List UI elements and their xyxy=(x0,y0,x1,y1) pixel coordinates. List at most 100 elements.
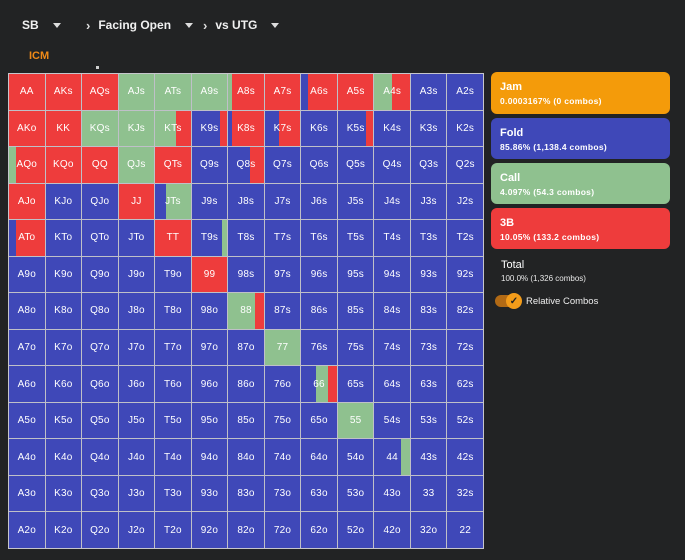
hand-cell[interactable]: 97o xyxy=(191,329,228,366)
hand-cell[interactable]: 65s xyxy=(337,366,374,402)
hand-cell[interactable]: J3o xyxy=(118,475,155,512)
hand-cell[interactable]: QJo xyxy=(82,183,118,220)
hand-cell[interactable]: JJ xyxy=(118,183,155,220)
hand-cell[interactable]: 87o xyxy=(228,329,264,366)
hand-cell[interactable]: Q9s xyxy=(191,147,228,183)
hand-cell[interactable]: KJs xyxy=(118,110,155,147)
hand-cell[interactable]: 85o xyxy=(228,402,264,439)
hand-cell[interactable]: Q2s xyxy=(447,147,483,183)
hand-cell[interactable]: 43s xyxy=(410,439,447,475)
hand-cell[interactable]: 63o xyxy=(301,475,337,512)
hand-cell[interactable]: 92o xyxy=(191,512,228,548)
hand-cell[interactable]: A7s xyxy=(264,74,301,110)
hand-cell[interactable]: 75s xyxy=(337,329,374,366)
hand-cell[interactable]: 32s xyxy=(447,475,483,512)
hand-cell[interactable]: A7o xyxy=(9,329,45,366)
hand-cell[interactable]: 22 xyxy=(447,512,483,548)
hand-cell[interactable]: KJo xyxy=(45,183,82,220)
hand-cell[interactable]: T4s xyxy=(374,220,410,256)
hand-cell[interactable]: Q8o xyxy=(82,293,118,329)
hand-cell[interactable]: 53s xyxy=(410,402,447,439)
opponent-dropdown[interactable]: › vs UTG xyxy=(203,16,280,34)
hand-cell[interactable]: K7s xyxy=(264,110,301,147)
hand-cell[interactable]: 97s xyxy=(264,256,301,293)
hand-cell[interactable]: 62s xyxy=(447,366,483,402)
hand-cell[interactable]: 93o xyxy=(191,475,228,512)
hand-cell[interactable]: T8s xyxy=(228,220,264,256)
hand-cell[interactable]: 62o xyxy=(301,512,337,548)
hand-cell[interactable]: 82o xyxy=(228,512,264,548)
hand-cell[interactable]: T3s xyxy=(410,220,447,256)
hand-cell[interactable]: Q7s xyxy=(264,147,301,183)
hand-cell[interactable]: 95s xyxy=(337,256,374,293)
hand-cell[interactable]: ATo xyxy=(9,220,45,256)
hand-cell[interactable]: 42s xyxy=(447,439,483,475)
hand-cell[interactable]: 82s xyxy=(447,293,483,329)
hand-cell[interactable]: A8s xyxy=(228,74,264,110)
hand-cell[interactable]: J6s xyxy=(301,183,337,220)
hand-cell[interactable]: A6s xyxy=(301,74,337,110)
hand-cell[interactable]: A5o xyxy=(9,402,45,439)
hand-cell[interactable]: Q5s xyxy=(337,147,374,183)
hand-cell[interactable]: QQ xyxy=(82,147,118,183)
hand-cell[interactable]: K2o xyxy=(45,512,82,548)
hand-cell[interactable]: 92s xyxy=(447,256,483,293)
hand-cell[interactable]: T2o xyxy=(155,512,191,548)
hand-cell[interactable]: 96s xyxy=(301,256,337,293)
hand-cell[interactable]: J2o xyxy=(118,512,155,548)
hand-cell[interactable]: KTo xyxy=(45,220,82,256)
hand-cell[interactable]: TT xyxy=(155,220,191,256)
hand-cell[interactable]: Q3o xyxy=(82,475,118,512)
hand-cell[interactable]: T2s xyxy=(447,220,483,256)
hand-cell[interactable]: J5o xyxy=(118,402,155,439)
hand-cell[interactable]: Q7o xyxy=(82,329,118,366)
hand-cell[interactable]: QTo xyxy=(82,220,118,256)
hand-cell[interactable]: 86s xyxy=(301,293,337,329)
hand-cell[interactable]: KQs xyxy=(82,110,118,147)
hand-cell[interactable]: KTs xyxy=(155,110,191,147)
hand-cell[interactable]: A4s xyxy=(374,74,410,110)
hand-cell[interactable]: 72o xyxy=(264,512,301,548)
hand-cell[interactable]: KK xyxy=(45,110,82,147)
hand-cell[interactable]: K8o xyxy=(45,293,82,329)
hand-cell[interactable]: 43o xyxy=(374,475,410,512)
hand-cell[interactable]: 52o xyxy=(337,512,374,548)
hand-cell[interactable]: 88 xyxy=(228,293,264,329)
legend-card-3bet[interactable]: 3B 10.05% (133.2 combos) xyxy=(491,208,670,249)
hand-cell[interactable]: A3o xyxy=(9,475,45,512)
hand-cell[interactable]: T9o xyxy=(155,256,191,293)
hand-cell[interactable]: T7o xyxy=(155,329,191,366)
hand-cell[interactable]: AJo xyxy=(9,183,45,220)
hand-cell[interactable]: J9o xyxy=(118,256,155,293)
hand-cell[interactable]: 72s xyxy=(447,329,483,366)
hand-cell[interactable]: 55 xyxy=(337,402,374,439)
hand-cell[interactable]: 66 xyxy=(301,366,337,402)
hand-cell[interactable]: AKs xyxy=(45,74,82,110)
hand-cell[interactable]: K4s xyxy=(374,110,410,147)
hand-cell[interactable]: AQo xyxy=(9,147,45,183)
hand-cell[interactable]: Q8s xyxy=(228,147,264,183)
hand-cell[interactable]: 63s xyxy=(410,366,447,402)
hand-cell[interactable]: K3o xyxy=(45,475,82,512)
hand-cell[interactable]: 44 xyxy=(374,439,410,475)
hand-cell[interactable]: T8o xyxy=(155,293,191,329)
hand-cell[interactable]: Q9o xyxy=(82,256,118,293)
hand-cell[interactable]: AQs xyxy=(82,74,118,110)
hand-cell[interactable]: 93s xyxy=(410,256,447,293)
hand-cell[interactable]: K5o xyxy=(45,402,82,439)
hand-cell[interactable]: 84o xyxy=(228,439,264,475)
hand-cell[interactable]: J6o xyxy=(118,366,155,402)
hand-cell[interactable]: KQo xyxy=(45,147,82,183)
hand-cell[interactable]: T3o xyxy=(155,475,191,512)
legend-card-jam[interactable]: Jam 0.0003167% (0 combos) xyxy=(491,72,670,114)
hand-cell[interactable]: 83o xyxy=(228,475,264,512)
hand-cell[interactable]: J7s xyxy=(264,183,301,220)
hand-cell[interactable]: J9s xyxy=(191,183,228,220)
hand-cell[interactable]: Q3s xyxy=(410,147,447,183)
hand-cell[interactable]: 87s xyxy=(264,293,301,329)
hand-cell[interactable]: Q4o xyxy=(82,439,118,475)
hand-cell[interactable]: T5o xyxy=(155,402,191,439)
hand-cell[interactable]: 75o xyxy=(264,402,301,439)
position-dropdown[interactable]: SB xyxy=(22,16,61,34)
hand-cell[interactable]: T6o xyxy=(155,366,191,402)
